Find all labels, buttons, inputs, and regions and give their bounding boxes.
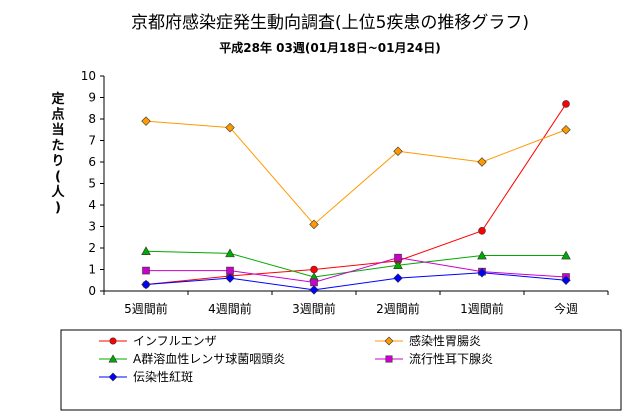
data-point	[562, 100, 570, 108]
y-tick-label: 4	[88, 198, 96, 212]
legend-label: 流行性耳下腺炎	[409, 352, 493, 366]
data-point	[393, 273, 403, 283]
data-point	[561, 275, 571, 285]
series-4	[142, 253, 570, 287]
series-3	[141, 246, 571, 281]
series-line	[145, 272, 567, 291]
legend-marker	[108, 354, 118, 363]
data-point	[141, 279, 151, 290]
y-tick-label: 10	[81, 69, 96, 83]
x-tick-label: 2週間前	[376, 301, 420, 316]
x-tick-label: 5週間前	[124, 301, 168, 316]
series-line	[145, 103, 567, 286]
y-axis-label-char: )	[55, 201, 61, 216]
legend-marker	[109, 337, 117, 345]
data-point	[225, 248, 235, 258]
series-1	[142, 100, 570, 289]
y-axis-label-char: り	[51, 154, 64, 169]
y-axis-label-char: (	[55, 170, 61, 185]
y-tick-label: 8	[88, 112, 96, 126]
chart-subtitle: 平成28年 03週(01月18日~01月24日)	[219, 40, 440, 55]
y-tick-label: 7	[88, 134, 96, 148]
x-tick-label: 3週間前	[292, 301, 336, 316]
axes	[100, 75, 609, 295]
series-2	[141, 116, 571, 230]
data-point	[225, 122, 235, 133]
data-point	[561, 250, 571, 260]
legend-marker	[384, 336, 394, 346]
data-point	[561, 125, 571, 135]
legend-item: A群溶血性レンサ球菌咽頭炎	[99, 351, 285, 366]
legend-label: 伝染性紅斑	[133, 369, 193, 384]
data-point	[225, 273, 235, 283]
legend-item: インフルエンザ	[99, 334, 217, 348]
data-point	[310, 265, 318, 274]
x-tick-label: 1週間前	[460, 301, 504, 316]
data-point	[309, 219, 319, 230]
y-tick-label: 5	[88, 177, 96, 191]
series-line	[146, 257, 567, 283]
x-tick-labels: 5週間前 4週間前 3週間前 2週間前 1週間前 今週	[124, 301, 578, 316]
data-point	[477, 250, 487, 260]
x-tick-label: 4週間前	[208, 301, 252, 316]
y-axis-label-char: 定	[50, 91, 64, 107]
legend-item: 流行性耳下腺炎	[375, 352, 493, 366]
y-tick-label: 2	[88, 241, 96, 255]
legend-label: A群溶血性レンサ球菌咽頭炎	[133, 351, 285, 366]
legend-marker	[385, 355, 393, 363]
series-layer	[141, 100, 571, 295]
data-point	[477, 157, 487, 167]
y-tick-label: 0	[88, 284, 96, 298]
y-axis-label-char: 点	[51, 107, 64, 123]
data-point	[141, 116, 151, 126]
series-line	[145, 120, 567, 226]
legend-item: 伝染性紅斑	[99, 369, 193, 384]
legend-label: 感染性胃腸炎	[409, 333, 481, 348]
data-point	[141, 246, 151, 256]
data-point	[393, 146, 403, 156]
y-tick-label: 3	[88, 220, 96, 234]
data-point	[394, 253, 402, 262]
y-tick-label: 1	[88, 263, 96, 277]
chart-title: 京都府感染症発生動向調査(上位5疾患の推移グラフ)	[131, 13, 529, 33]
y-axis-label-char: た	[51, 139, 64, 154]
y-tick-label: 9	[88, 91, 96, 105]
legend-item: 感染性胃腸炎	[375, 333, 481, 348]
data-point	[309, 285, 319, 295]
y-tick-label: 6	[88, 155, 96, 169]
data-point	[142, 266, 150, 275]
y-tick-labels: 0 1 2 3 4 5 6 7 8 9 10	[81, 69, 96, 298]
series-line	[145, 250, 566, 278]
y-axis-label-char: 人	[51, 184, 65, 200]
data-point	[393, 260, 403, 270]
legend-label: インフルエンザ	[133, 334, 217, 348]
x-tick-label: 今週	[554, 301, 578, 316]
legend-marker	[108, 372, 118, 382]
y-axis-label-char: 当	[51, 122, 64, 138]
series-5	[141, 268, 571, 295]
data-point	[478, 227, 486, 235]
data-point	[477, 268, 487, 278]
data-point	[226, 266, 234, 275]
legend-box	[60, 329, 622, 411]
data-point	[310, 278, 318, 287]
